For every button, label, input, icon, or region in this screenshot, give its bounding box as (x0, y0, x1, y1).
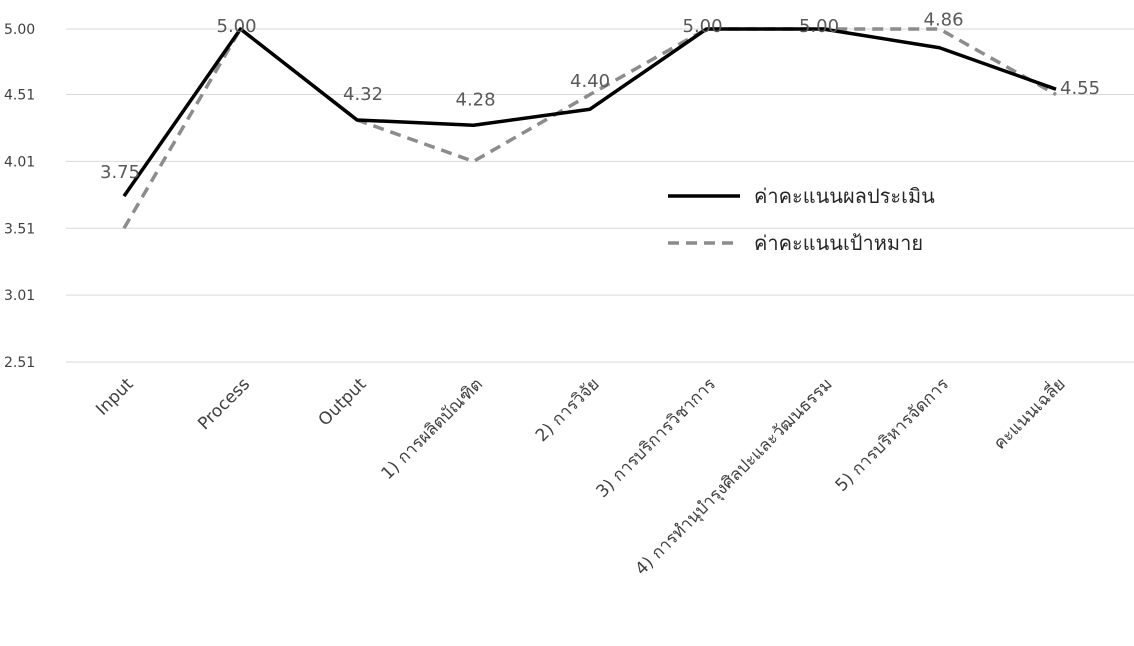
x-tick-label: Output (315, 374, 371, 430)
x-axis-ticks: Input Process Output 1) การผลิตบัณฑิต 2) การ… (92, 372, 1069, 579)
data-label: 4.40 (570, 71, 610, 92)
y-tick-label: 3.51 (4, 221, 35, 237)
data-label: 5.00 (683, 16, 723, 37)
series-lines (122, 27, 1057, 230)
legend-label-actual: ค่าคะแนนผลประเมิน (754, 184, 935, 208)
x-tick-label: 3) การบริการวิชาการ (593, 374, 721, 502)
x-tick-label: คะแนนเฉลี่ย (988, 372, 1070, 454)
data-label: 4.55 (1060, 78, 1100, 99)
data-labels: 3.75 5.00 4.32 4.28 4.40 5.00 5.00 4.86 4.55 (100, 10, 1100, 183)
y-tick-label: 4.51 (4, 88, 35, 104)
data-label: 4.86 (924, 10, 964, 31)
x-tick-label: Process (194, 374, 254, 434)
data-label: 4.28 (456, 89, 496, 110)
data-label: 5.00 (799, 16, 839, 37)
data-label: 5.00 (217, 16, 257, 37)
legend: ค่าคะแนนผลประเมิน ค่าคะแนนเป้าหมาย (668, 184, 935, 255)
gridlines (66, 28, 1134, 363)
x-tick-label: 1) การผลิตบัณฑิต (377, 374, 487, 484)
y-tick-label: 3.01 (4, 288, 35, 304)
x-tick-label: Input (92, 374, 138, 420)
y-tick-label: 5.00 (4, 22, 35, 38)
x-tick-label: 5) การบริหารจัดการ (832, 374, 953, 495)
x-tick-label: 4) การทำนุบำรุงศิลปะและวัฒนธรรม (631, 374, 836, 579)
series-line-actual (122, 27, 1057, 198)
y-tick-label: 2.51 (4, 355, 35, 371)
data-label: 3.75 (100, 162, 140, 183)
data-label: 4.32 (343, 84, 383, 105)
legend-label-target: ค่าคะแนนเป้าหมาย (754, 231, 923, 255)
x-tick-label: 2) การวิจัย (532, 374, 604, 446)
y-axis-ticks: 5.00 4.51 4.01 3.51 3.01 2.51 (4, 22, 35, 371)
y-tick-label: 4.01 (4, 154, 35, 170)
